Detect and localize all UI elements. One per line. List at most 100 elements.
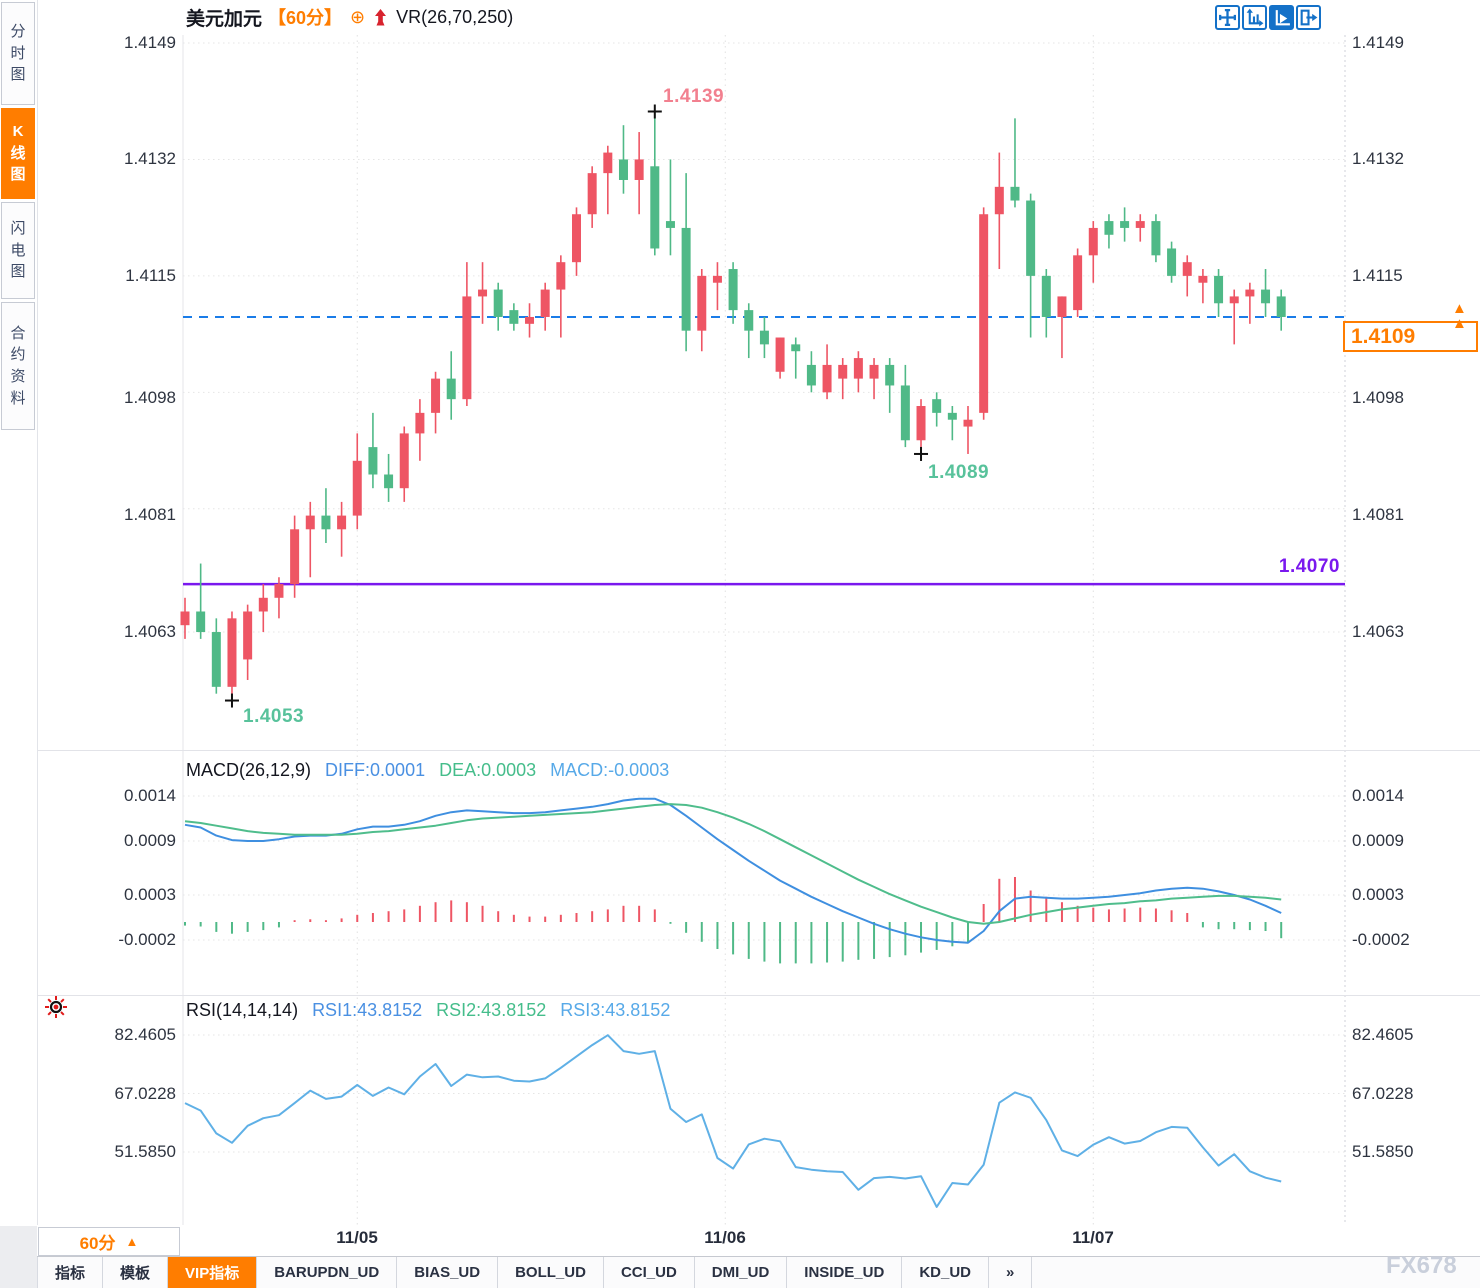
candle	[1245, 289, 1255, 297]
rsi-title: RSI(14,14,14)	[186, 1000, 299, 1020]
candle	[1088, 227, 1098, 256]
sidebar-item-kline[interactable]: K线图	[1, 108, 35, 199]
alert-sun-icon[interactable]	[44, 995, 68, 1019]
current-price-tag: 1.4109	[1343, 321, 1478, 352]
rsi-line	[184, 1034, 1282, 1208]
sidebar-item-timeshare[interactable]: 分时图	[1, 2, 35, 105]
rsi2-value: RSI2:43.8152	[436, 1000, 547, 1020]
y-tick: 67.0228	[114, 1084, 176, 1103]
high-price-label: 1.4139	[663, 86, 725, 107]
tab-cci-ud[interactable]: CCI_UD	[604, 1257, 695, 1288]
y-tick: 82.4605	[1352, 1025, 1414, 1044]
candle	[415, 412, 425, 434]
y-tick: -0.0002	[1352, 930, 1410, 949]
candle	[1276, 296, 1286, 317]
y-tick: 1.4081	[124, 505, 176, 524]
candle	[446, 378, 456, 400]
candle	[650, 166, 660, 249]
candle	[337, 515, 347, 530]
tab-barupdn-ud[interactable]: BARUPDN_UD	[257, 1257, 398, 1288]
add-overlay-icon[interactable]: ⊕	[350, 6, 366, 27]
sidebar-item-lightning[interactable]: 闪电图	[1, 202, 35, 299]
candle	[634, 159, 644, 180]
candle	[1135, 221, 1145, 228]
candle	[916, 406, 926, 441]
tab-vip-indicators[interactable]: VIP指标	[168, 1257, 258, 1288]
tab-kd-ud[interactable]: KD_UD	[902, 1257, 990, 1288]
y-tick: 1.4132	[1352, 149, 1404, 168]
candle	[305, 515, 315, 530]
y-tick: 0.0003	[124, 885, 176, 904]
y-tick: 67.0228	[1352, 1084, 1414, 1103]
candle	[211, 632, 221, 687]
indicator-tab-bar: 指标 模板 VIP指标 BARUPDN_UD BIAS_UD BOLL_UD C…	[0, 1257, 1480, 1288]
y-tick: 82.4605	[114, 1025, 176, 1044]
candle	[368, 447, 378, 475]
candle	[431, 378, 441, 413]
candle	[603, 152, 613, 174]
tab-dmi-ud[interactable]: DMI_UD	[695, 1257, 788, 1288]
period-selector-label: 60分	[79, 1234, 116, 1253]
candle	[665, 221, 675, 228]
tab-bias-ud[interactable]: BIAS_UD	[397, 1257, 499, 1288]
pan-icon[interactable]	[1215, 5, 1240, 30]
scale-axes-icon[interactable]	[1242, 5, 1267, 30]
candle	[196, 611, 206, 633]
x-axis-row	[0, 1225, 1480, 1257]
candle	[1151, 221, 1161, 256]
support-line-label: 1.4070	[1278, 556, 1340, 577]
period-selector[interactable]: 60分 ▲	[38, 1227, 180, 1256]
period-label: 【60分】	[268, 8, 343, 28]
candle	[885, 364, 895, 386]
candle	[806, 364, 816, 386]
candle	[900, 385, 910, 441]
candle	[290, 529, 300, 585]
candle	[572, 214, 581, 263]
sidebar-item-contract-info[interactable]: 合约资料	[1, 302, 35, 430]
candle	[399, 433, 409, 489]
candle	[1010, 186, 1020, 201]
y-tick: 1.4098	[124, 388, 176, 407]
candle	[1182, 262, 1192, 276]
y-tick: 51.5850	[1352, 1142, 1414, 1161]
tab-inside-ud[interactable]: INSIDE_UD	[787, 1257, 903, 1288]
candle	[1104, 221, 1114, 235]
candle	[587, 173, 597, 215]
collapse-right-icon[interactable]	[1296, 5, 1321, 30]
y-tick: 1.4063	[1352, 622, 1404, 641]
candle	[321, 515, 331, 530]
y-tick: 51.5850	[114, 1142, 176, 1161]
candle	[1167, 248, 1177, 276]
tab-more[interactable]: »	[989, 1257, 1033, 1288]
candle	[618, 159, 628, 180]
overlay-indicator-label: VR(26,70,250)	[396, 6, 514, 27]
candle	[1026, 200, 1036, 276]
tab-templates[interactable]: 模板	[103, 1257, 169, 1288]
y-tick: 1.4115	[1352, 266, 1403, 285]
candle	[775, 337, 785, 372]
sidebar: 分时图 K线图 闪电图 合约资料	[0, 0, 38, 1288]
candle	[1120, 221, 1130, 228]
candle	[1057, 296, 1067, 317]
tab-indicators[interactable]: 指标	[38, 1257, 104, 1288]
chart-header: 美元加元 【60分】 ⊕ VR(26,70,250)	[186, 4, 513, 30]
macd-title: MACD(26,12,9)	[186, 760, 312, 780]
candle	[1214, 275, 1224, 304]
candle	[994, 186, 1004, 215]
auto-scroll-icon[interactable]	[1269, 5, 1294, 30]
x-tick: 11/06	[704, 1228, 746, 1247]
y-tick: 0.0014	[1352, 786, 1404, 805]
y-tick: 1.4149	[124, 33, 176, 52]
candle	[384, 474, 394, 489]
candle	[274, 584, 284, 598]
candle	[838, 364, 848, 379]
y-tick: 1.4063	[124, 622, 176, 641]
candle	[744, 310, 754, 331]
period-up-triangle-icon: ▲	[125, 1234, 139, 1249]
y-tick: 1.4132	[124, 149, 176, 168]
tab-boll-ud[interactable]: BOLL_UD	[498, 1257, 604, 1288]
candle	[932, 399, 942, 413]
y-tick: 1.4098	[1352, 388, 1404, 407]
y-tick: 0.0003	[1352, 885, 1404, 904]
